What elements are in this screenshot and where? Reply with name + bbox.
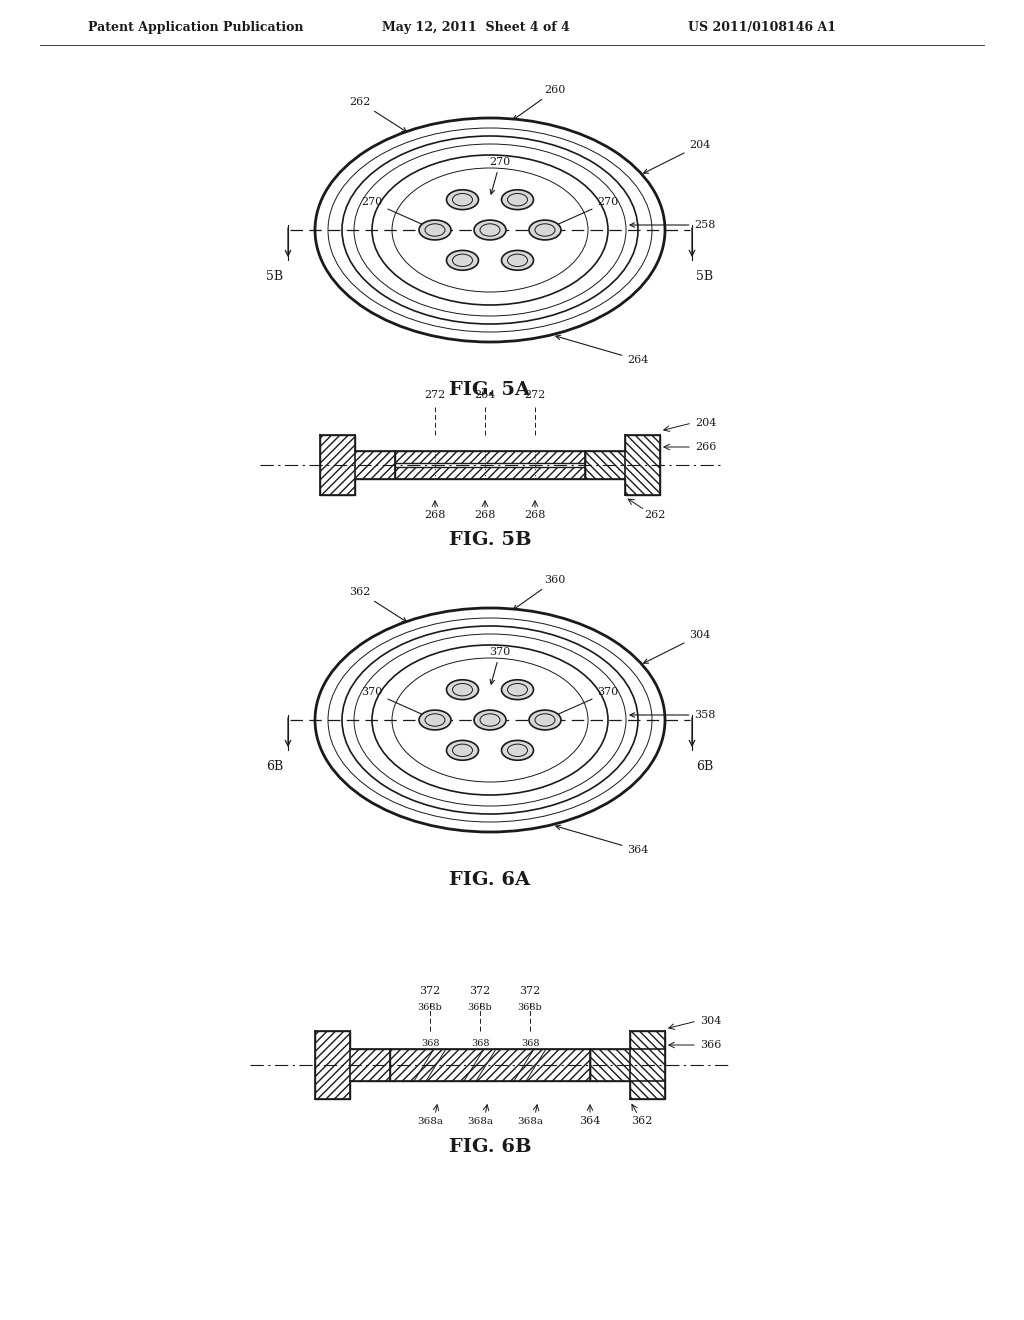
Text: 304: 304 [644,630,711,663]
Text: 362: 362 [632,1115,652,1126]
Text: 368a: 368a [467,1117,493,1126]
Ellipse shape [446,190,478,210]
Ellipse shape [529,220,561,240]
Text: 368b: 368b [418,1002,442,1011]
Text: 368: 368 [471,1039,489,1048]
Text: 262: 262 [644,510,666,520]
Text: 262: 262 [349,96,407,132]
Text: 264: 264 [474,389,496,400]
Text: 268: 268 [474,510,496,520]
Text: 372: 372 [519,986,541,997]
Polygon shape [585,436,660,495]
Text: 368: 368 [521,1039,540,1048]
Ellipse shape [502,190,534,210]
Text: 370: 370 [489,647,511,684]
Text: 366: 366 [700,1040,721,1049]
Ellipse shape [446,251,478,271]
Text: 368: 368 [421,1039,439,1048]
Text: FIG. 5A: FIG. 5A [450,381,530,399]
Text: Patent Application Publication: Patent Application Publication [88,21,303,34]
Ellipse shape [502,251,534,271]
Polygon shape [390,1049,590,1081]
Polygon shape [319,436,395,495]
Ellipse shape [474,220,506,240]
Text: 6B: 6B [696,759,714,772]
Text: 268: 268 [424,510,445,520]
Text: 270: 270 [549,197,618,228]
Polygon shape [395,451,585,463]
Text: US 2011/0108146 A1: US 2011/0108146 A1 [688,21,836,34]
Text: 270: 270 [489,157,511,194]
Ellipse shape [502,741,534,760]
Text: 362: 362 [349,587,407,622]
Text: 370: 370 [361,686,431,718]
Text: 368b: 368b [517,1002,543,1011]
Text: May 12, 2011  Sheet 4 of 4: May 12, 2011 Sheet 4 of 4 [382,21,569,34]
Text: FIG. 6B: FIG. 6B [449,1138,531,1156]
Polygon shape [395,467,585,479]
Text: 372: 372 [469,986,490,997]
Text: 204: 204 [695,418,717,428]
Text: 304: 304 [700,1016,721,1026]
Text: 260: 260 [513,84,565,120]
Ellipse shape [419,710,451,730]
Text: 264: 264 [556,335,648,366]
Text: 258: 258 [630,220,716,230]
Text: 270: 270 [361,197,431,228]
Text: 268: 268 [524,510,546,520]
Text: 364: 364 [556,825,648,855]
Text: 368b: 368b [468,1002,493,1011]
Ellipse shape [502,680,534,700]
Text: 372: 372 [420,986,440,997]
Ellipse shape [474,710,506,730]
Ellipse shape [529,710,561,730]
Text: 204: 204 [644,140,711,173]
Text: 5B: 5B [696,269,714,282]
Text: 368a: 368a [417,1117,443,1126]
Text: 6B: 6B [266,759,284,772]
Ellipse shape [446,680,478,700]
Text: 370: 370 [549,686,618,718]
Text: 364: 364 [580,1115,601,1126]
Ellipse shape [446,741,478,760]
Text: 358: 358 [630,710,716,719]
Text: 5B: 5B [266,269,284,282]
Text: FIG. 6A: FIG. 6A [450,871,530,888]
Text: 266: 266 [695,442,717,451]
Text: 272: 272 [424,389,445,400]
Polygon shape [590,1031,665,1100]
Ellipse shape [419,220,451,240]
Text: 272: 272 [524,389,546,400]
Text: FIG. 5B: FIG. 5B [449,531,531,549]
Text: 368a: 368a [517,1117,543,1126]
Polygon shape [315,1031,390,1100]
Text: 360: 360 [513,576,565,610]
